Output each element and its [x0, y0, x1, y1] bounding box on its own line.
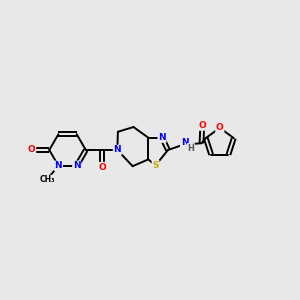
Text: N: N [73, 161, 80, 170]
Text: O: O [98, 163, 106, 172]
Text: N: N [55, 161, 62, 170]
Text: H: H [188, 144, 194, 153]
Text: S: S [152, 161, 159, 170]
Text: N: N [158, 133, 166, 142]
Text: O: O [198, 121, 206, 130]
Text: N: N [181, 138, 188, 147]
Text: O: O [28, 146, 35, 154]
Text: O: O [216, 123, 224, 132]
Text: N: N [113, 146, 121, 154]
Text: CH₃: CH₃ [40, 176, 55, 184]
